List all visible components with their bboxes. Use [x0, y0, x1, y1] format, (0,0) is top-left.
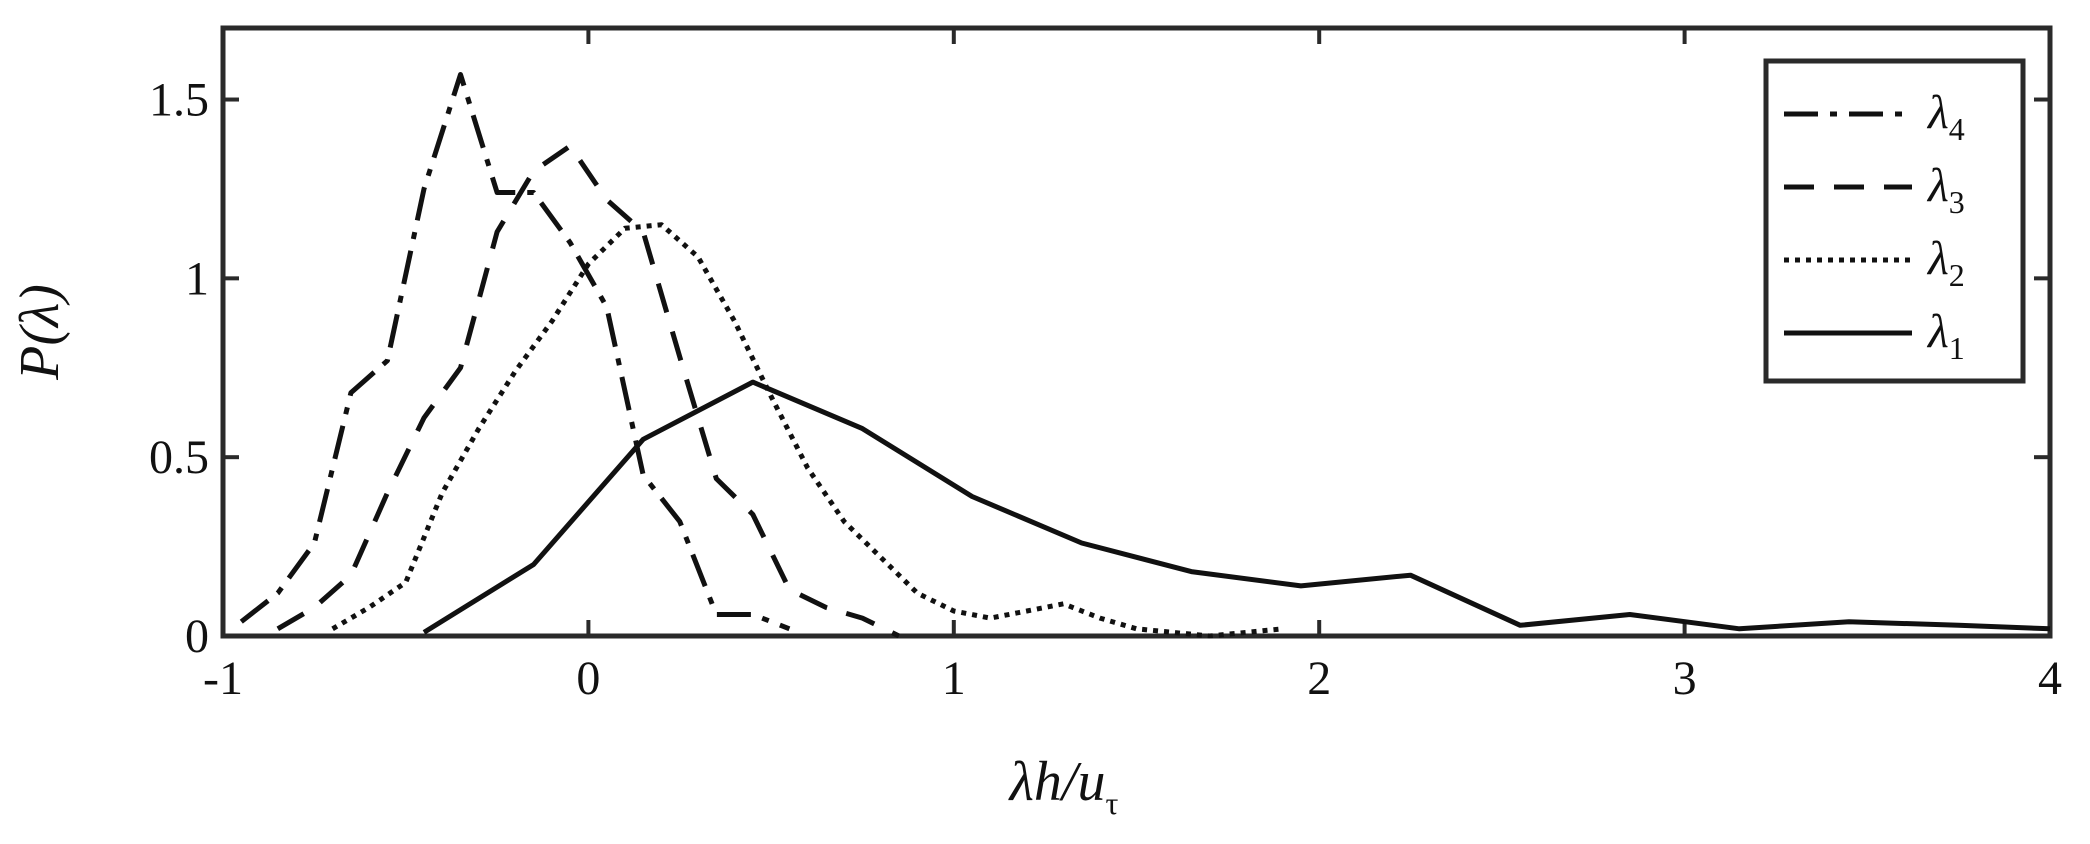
legend-item: λ1 [1784, 305, 1965, 366]
legend-label-base: λ [1926, 86, 1949, 139]
y-tick-label: 0.5 [149, 431, 209, 484]
y-tick-label: 1 [185, 252, 209, 305]
legend-label-base: λ [1926, 305, 1949, 358]
x-tick-label: 2 [1307, 652, 1331, 705]
x-tick-label: 1 [942, 652, 966, 705]
y-tick-label: 0 [185, 610, 209, 663]
legend-label-subscript: 1 [1949, 330, 1965, 366]
x-tick-label: -1 [203, 652, 243, 705]
plot-frame [220, 25, 2053, 639]
plot-area [220, 25, 2053, 639]
legend-label-subscript: 2 [1949, 257, 1965, 293]
y-tick-labels: 0 0.5 1 1.5 [149, 74, 209, 663]
legend-item: λ4 [1784, 86, 1965, 147]
legend-item: λ3 [1784, 159, 1965, 220]
y-axis-label: P(λ) [9, 284, 71, 381]
series-layer [239, 72, 2051, 639]
x-axis-label: λh/uτ [1008, 751, 1119, 821]
x-tick-label: 3 [1673, 652, 1697, 705]
legend-label: λ2 [1926, 232, 1965, 293]
series-line-λ2 [331, 222, 1283, 639]
legend-label: λ4 [1926, 86, 1965, 147]
legend-label-base: λ [1926, 232, 1949, 285]
x-tick-labels: -1 0 1 2 3 4 [203, 652, 2062, 705]
y-tick-label: 1.5 [149, 74, 209, 127]
legend-label: λ1 [1926, 305, 1965, 366]
series-line-λ3 [276, 143, 901, 639]
x-axis-label-main: λh/u [1008, 751, 1106, 813]
x-tick-label: 0 [576, 652, 600, 705]
legend-label-subscript: 3 [1949, 184, 1965, 220]
legend-label-subscript: 4 [1949, 111, 1965, 147]
series-line-λ1 [422, 379, 2051, 635]
series-line-λ4 [239, 72, 791, 632]
x-axis-label-subscript: τ [1105, 785, 1118, 821]
axis-ticks [221, 28, 2052, 638]
x-tick-label: 4 [2038, 652, 2062, 705]
legend-item: λ2 [1784, 232, 1965, 293]
legend-label: λ3 [1926, 159, 1965, 220]
legend-label-base: λ [1926, 159, 1949, 212]
